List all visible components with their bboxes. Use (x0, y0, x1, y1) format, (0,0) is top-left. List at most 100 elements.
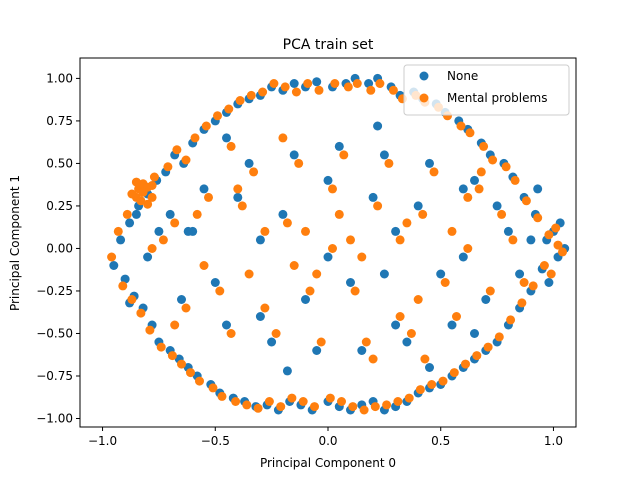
legend-marker-mental-problems (419, 93, 429, 103)
data-point (546, 269, 556, 279)
y-axis-ticks: −1.00 −0.75 −0.50 −0.25 0.00 0.25 0.50 0.75 1.00 (36, 71, 80, 425)
data-point (201, 121, 211, 131)
data-point (366, 85, 376, 95)
data-point (461, 359, 470, 369)
data-point (388, 85, 398, 95)
data-point (488, 155, 498, 165)
data-point (449, 368, 459, 378)
data-point (165, 209, 175, 219)
data-point (452, 312, 461, 321)
data-point (508, 235, 518, 245)
data-point (231, 397, 241, 406)
data-point (476, 167, 486, 177)
data-point (172, 145, 182, 155)
data-point (501, 162, 511, 172)
data-point (289, 150, 299, 160)
data-point (328, 244, 337, 253)
y-tick-label: 0.75 (46, 114, 73, 128)
data-point (170, 320, 180, 330)
data-point (222, 320, 231, 330)
data-point (519, 278, 529, 287)
data-point (258, 87, 268, 97)
data-point (474, 184, 484, 194)
y-tick-label: −0.25 (36, 284, 73, 298)
data-point (291, 87, 301, 97)
data-point (334, 141, 344, 151)
data-point (348, 402, 358, 412)
data-point (539, 261, 549, 270)
data-point (125, 218, 135, 228)
data-point (406, 329, 416, 338)
data-point (438, 376, 448, 386)
data-point (226, 141, 236, 151)
data-point (127, 189, 137, 199)
y-axis-label: Principal Component 1 (8, 175, 22, 311)
data-point (391, 320, 401, 330)
x-axis-ticks: −1.0 −0.5 0.0 0.5 1.0 (88, 427, 563, 448)
data-point (289, 79, 299, 88)
data-point (312, 269, 322, 279)
data-point (163, 162, 173, 172)
data-point (379, 150, 389, 160)
data-point (350, 286, 360, 296)
data-point (183, 226, 193, 236)
legend-label-mental-problems: Mental problems (447, 91, 547, 105)
data-point (528, 281, 538, 291)
data-point (334, 209, 344, 219)
data-point (402, 218, 412, 228)
data-point (204, 192, 213, 202)
data-point (357, 252, 367, 262)
data-point (458, 184, 468, 194)
data-point (282, 218, 292, 228)
data-point (255, 235, 265, 245)
data-point (440, 278, 450, 287)
data-point (553, 240, 563, 250)
data-point (249, 167, 259, 177)
data-point (357, 346, 367, 355)
data-point (147, 192, 157, 202)
data-point (316, 337, 326, 347)
legend-label-none: None (447, 69, 478, 83)
data-point (328, 184, 337, 194)
data-point (147, 244, 157, 253)
data-point (515, 269, 525, 279)
data-point (506, 315, 516, 325)
y-tick-label: −1.00 (36, 411, 73, 425)
data-point (271, 329, 281, 338)
data-point (544, 278, 554, 287)
data-point (359, 405, 369, 415)
data-point (458, 252, 468, 262)
y-tick-label: 0.00 (46, 241, 73, 255)
data-point (379, 269, 389, 279)
data-point (427, 380, 437, 389)
data-point (470, 329, 479, 338)
data-point (481, 295, 491, 304)
data-point (368, 192, 378, 202)
data-point (533, 213, 543, 223)
data-point (402, 337, 412, 347)
data-point (301, 295, 310, 304)
x-tick-label: −0.5 (201, 434, 230, 448)
data-point (213, 111, 222, 121)
data-point (346, 278, 355, 287)
data-point (181, 303, 191, 313)
data-point (470, 175, 479, 185)
data-point (418, 209, 428, 219)
data-points (107, 73, 570, 415)
data-point (330, 79, 340, 88)
data-point (391, 226, 401, 236)
data-point (413, 295, 423, 304)
data-point (282, 366, 292, 376)
data-point (269, 79, 279, 88)
data-point (415, 385, 425, 395)
data-point (483, 342, 493, 352)
data-point (325, 393, 335, 403)
data-point (456, 121, 466, 131)
data-point (413, 201, 423, 211)
data-point (346, 235, 355, 245)
data-point (323, 175, 333, 185)
data-point (120, 274, 130, 284)
data-point (533, 184, 543, 194)
data-point (138, 187, 148, 197)
